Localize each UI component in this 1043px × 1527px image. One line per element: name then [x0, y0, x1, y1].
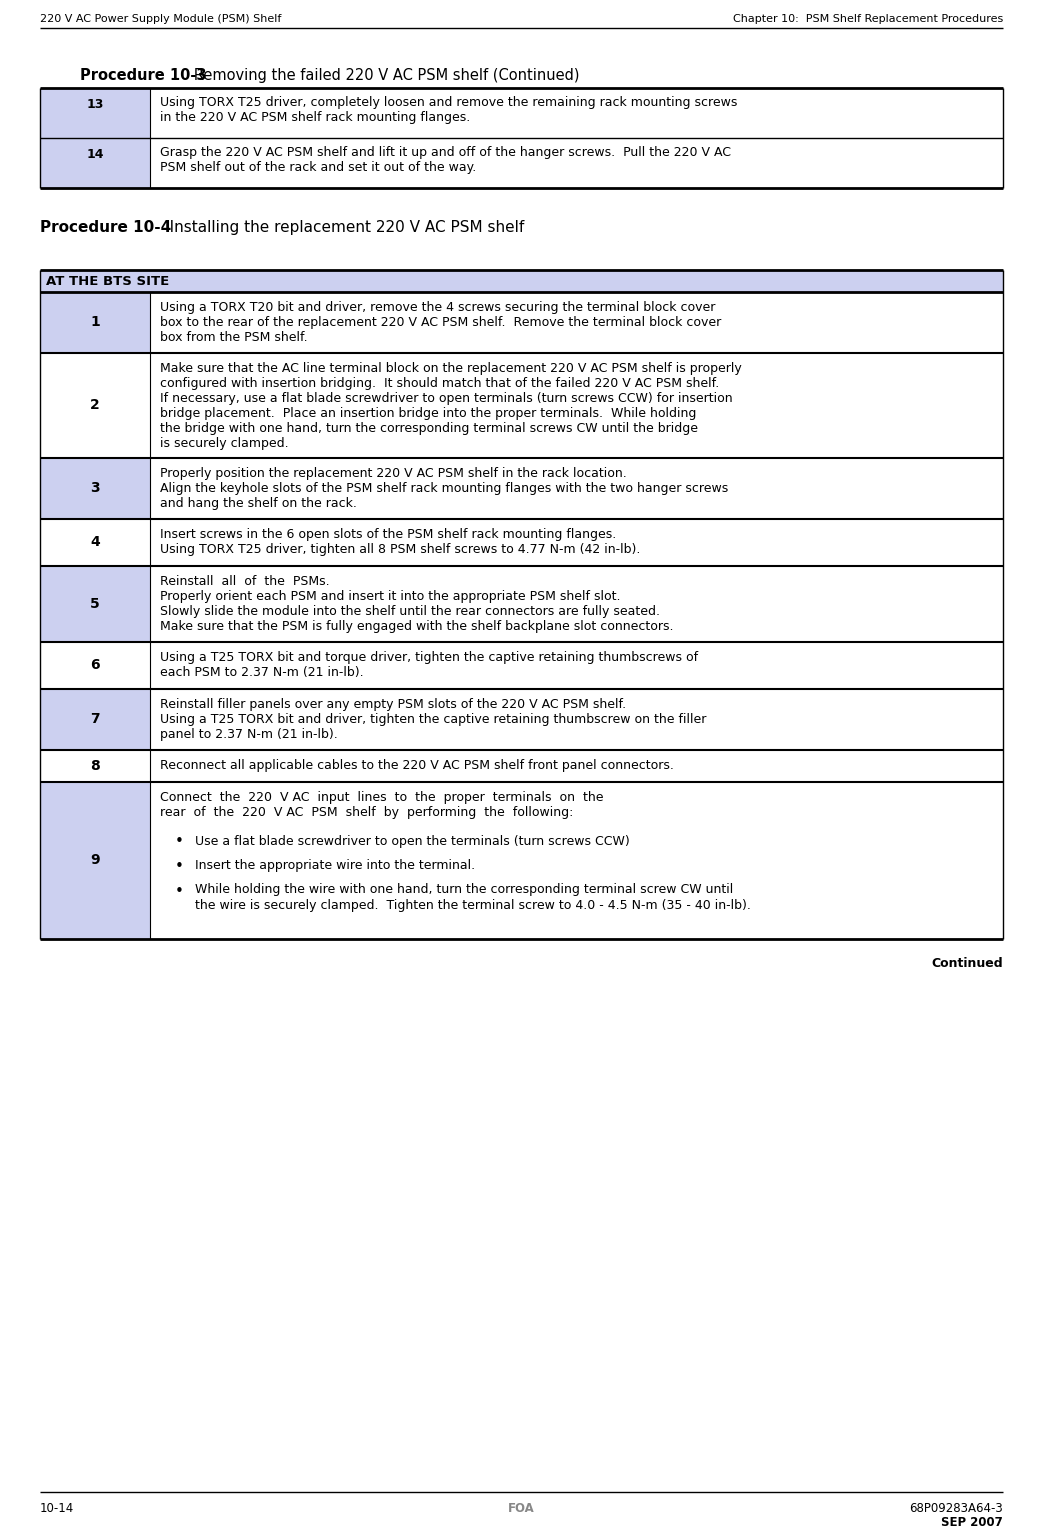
Text: 9: 9 — [90, 854, 100, 867]
Text: Connect  the  220  V AC  input  lines  to  the  proper  terminals  on  the
rear : Connect the 220 V AC input lines to the … — [160, 791, 604, 818]
Text: AT THE BTS SITE: AT THE BTS SITE — [46, 275, 169, 289]
Bar — [40, 458, 150, 519]
Text: Grasp the 220 V AC PSM shelf and lift it up and off of the hanger screws.  Pull : Grasp the 220 V AC PSM shelf and lift it… — [160, 147, 731, 174]
Text: Insert the appropriate wire into the terminal.: Insert the appropriate wire into the ter… — [195, 860, 476, 872]
Text: Properly position the replacement 220 V AC PSM shelf in the rack location.
Align: Properly position the replacement 220 V … — [160, 467, 728, 510]
Text: 13: 13 — [87, 98, 103, 111]
Text: Using a TORX T20 bit and driver, remove the 4 screws securing the terminal block: Using a TORX T20 bit and driver, remove … — [160, 301, 722, 344]
Text: 10-14: 10-14 — [40, 1503, 74, 1515]
Bar — [40, 519, 150, 567]
Text: Continued: Continued — [931, 957, 1003, 970]
Text: 5: 5 — [90, 597, 100, 611]
Text: •: • — [175, 860, 184, 873]
Text: 6: 6 — [90, 658, 100, 672]
Text: 68P09283A64-3: 68P09283A64-3 — [909, 1503, 1003, 1515]
Bar — [40, 750, 150, 782]
Text: Using TORX T25 driver, completely loosen and remove the remaining rack mounting : Using TORX T25 driver, completely loosen… — [160, 96, 737, 124]
Text: Make sure that the AC line terminal block on the replacement 220 V AC PSM shelf : Make sure that the AC line terminal bloc… — [160, 362, 742, 450]
Text: Reconnect all applicable cables to the 220 V AC PSM shelf front panel connectors: Reconnect all applicable cables to the 2… — [160, 759, 674, 773]
Text: Use a flat blade screwdriver to open the terminals (turn screws CCW): Use a flat blade screwdriver to open the… — [195, 834, 630, 847]
Text: 4: 4 — [90, 534, 100, 550]
Bar — [40, 567, 150, 641]
Text: •: • — [175, 834, 184, 849]
Bar — [40, 689, 150, 750]
Bar — [40, 292, 150, 353]
Text: •: • — [175, 884, 184, 898]
Text: 220 V AC Power Supply Module (PSM) Shelf: 220 V AC Power Supply Module (PSM) Shelf — [40, 14, 282, 24]
Text: Insert screws in the 6 open slots of the PSM shelf rack mounting flanges.
Using : Insert screws in the 6 open slots of the… — [160, 528, 640, 556]
Bar — [40, 641, 150, 689]
Text: 14: 14 — [87, 148, 103, 160]
Text: Reinstall filler panels over any empty PSM slots of the 220 V AC PSM shelf.
Usin: Reinstall filler panels over any empty P… — [160, 698, 706, 741]
Text: Using a T25 TORX bit and torque driver, tighten the captive retaining thumbscrew: Using a T25 TORX bit and torque driver, … — [160, 651, 698, 680]
Text: Procedure 10-3: Procedure 10-3 — [80, 69, 207, 82]
Bar — [40, 270, 1003, 292]
Text: 8: 8 — [90, 759, 100, 773]
Text: SEP 2007: SEP 2007 — [941, 1516, 1003, 1527]
Text: While holding the wire with one hand, turn the corresponding terminal screw CW u: While holding the wire with one hand, tu… — [195, 884, 751, 912]
Bar — [40, 89, 150, 137]
Text: 3: 3 — [90, 481, 100, 495]
Text: Procedure 10-4: Procedure 10-4 — [40, 220, 171, 235]
Text: 1: 1 — [90, 315, 100, 328]
Text: 2: 2 — [90, 399, 100, 412]
Bar — [40, 782, 150, 939]
Bar — [40, 353, 150, 458]
Text: Installing the replacement 220 V AC PSM shelf: Installing the replacement 220 V AC PSM … — [155, 220, 525, 235]
Text: 7: 7 — [90, 712, 100, 725]
Text: FOA: FOA — [508, 1503, 534, 1515]
Text: Removing the failed 220 V AC PSM shelf (Continued): Removing the failed 220 V AC PSM shelf (… — [180, 69, 580, 82]
Text: Chapter 10:  PSM Shelf Replacement Procedures: Chapter 10: PSM Shelf Replacement Proced… — [733, 14, 1003, 24]
Bar — [40, 137, 150, 188]
Text: Reinstall  all  of  the  PSMs.
Properly orient each PSM and insert it into the a: Reinstall all of the PSMs. Properly orie… — [160, 576, 674, 634]
